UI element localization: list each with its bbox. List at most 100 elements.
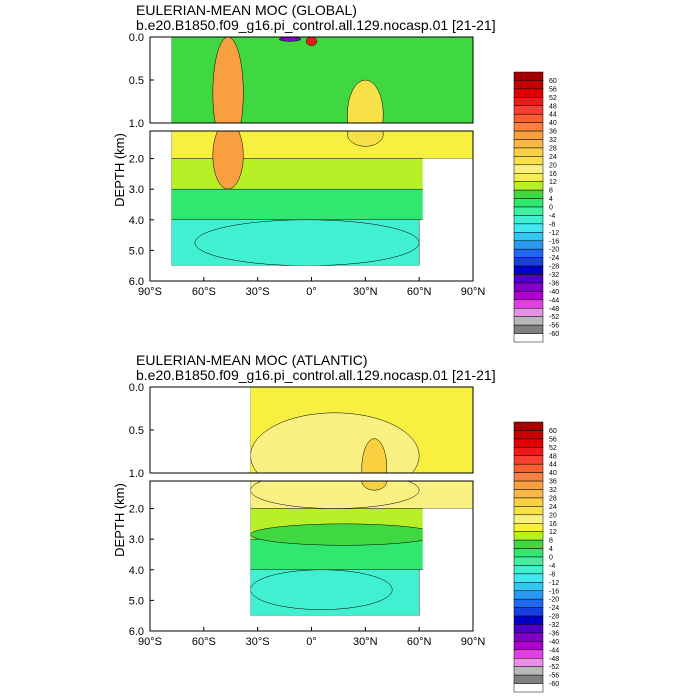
contour-cell — [361, 438, 388, 473]
contour-cell — [212, 37, 244, 123]
colorbar-cell — [513, 455, 544, 465]
colorbar-cell — [513, 531, 544, 541]
colorbar: 60565248444036322824201612840-4-8-12-16-… — [513, 71, 559, 343]
colorbar-label: 24 — [549, 504, 557, 511]
colorbar-label: 28 — [549, 495, 557, 502]
chart-subtitle: b.e20.B1850.f09_g16.pi_control.all.129.n… — [136, 367, 496, 383]
colorbar-label: -28 — [549, 264, 559, 271]
colorbar-label: -56 — [549, 323, 559, 330]
colorbar-label: -12 — [549, 230, 559, 237]
colorbar-cell — [513, 316, 544, 326]
colorbar-cell — [513, 164, 544, 174]
colorbar-label: 48 — [549, 453, 557, 460]
colorbar-cell — [513, 548, 544, 558]
colorbar-label: -20 — [549, 597, 559, 604]
colorbar-label: -60 — [549, 681, 559, 688]
colorbar-cell — [513, 565, 544, 575]
colorbar-label: -36 — [549, 280, 559, 287]
colorbar-cell — [513, 189, 544, 199]
colorbar-label: 0 — [549, 205, 553, 212]
contour-cell — [347, 79, 384, 123]
colorbar-cell — [513, 333, 544, 343]
colorbar-label: -4 — [549, 563, 555, 570]
contour-cell — [250, 523, 438, 546]
seafloor-mask — [422, 158, 473, 281]
contour-cell — [347, 131, 384, 147]
x-tick-labels: 90°S 60°S 30°S 0° 30°N 60°N 90°N — [138, 627, 485, 648]
colorbar-cell — [513, 556, 544, 566]
atlantic-moc-panel: EULERIAN-MEAN MOC (ATLANTIC) b.e20.B1850… — [112, 352, 559, 693]
colorbar-label: -16 — [549, 238, 559, 245]
y-tick-label: 0.0 — [129, 32, 144, 44]
y-tick-label: 2.0 — [129, 154, 144, 166]
land-mask — [150, 131, 172, 281]
colorbar-cell — [513, 215, 544, 225]
colorbar-cell — [513, 130, 544, 140]
x-tick-label: 30°S — [246, 286, 270, 298]
colorbar-cell — [513, 206, 544, 216]
colorbar-cell — [513, 139, 544, 149]
colorbar-label: -52 — [549, 314, 559, 321]
y-tick-label: 4.0 — [129, 565, 144, 577]
colorbar-label: -24 — [549, 605, 559, 612]
colorbar-cell — [513, 582, 544, 591]
colorbar-cell — [513, 463, 544, 473]
colorbar-cell — [513, 641, 544, 651]
colorbar-label: 4 — [549, 546, 553, 553]
colorbar-cell — [513, 607, 544, 617]
global-moc-panel: EULERIAN-MEAN MOC (GLOBAL) b.e20.B1850.f… — [112, 2, 559, 343]
colorbar-label: 32 — [549, 137, 557, 144]
colorbar-cell — [513, 173, 544, 182]
x-tick-label: 30°S — [246, 636, 270, 648]
colorbar-label: 12 — [549, 529, 557, 536]
colorbar-label: -28 — [549, 614, 559, 621]
colorbar-cell — [513, 257, 544, 267]
y-tick-label: 5.0 — [129, 595, 144, 607]
colorbar-cell — [513, 472, 544, 482]
x-tick-label: 0° — [306, 636, 317, 648]
colorbar-label: 24 — [549, 154, 557, 161]
colorbar-cell — [513, 122, 544, 132]
colorbar-cell — [513, 632, 544, 642]
contour-cell — [361, 481, 388, 491]
colorbar-label: 20 — [549, 162, 557, 169]
x-tick-label: 60°N — [407, 286, 432, 298]
colorbar-label: -8 — [549, 571, 555, 578]
colorbar: 60565248444036322824201612840-4-8-12-16-… — [513, 421, 559, 693]
colorbar-label: 48 — [549, 103, 557, 110]
y-tick-label: 2.0 — [129, 504, 144, 516]
colorbar-label: -44 — [549, 297, 559, 304]
colorbar-label: -40 — [549, 289, 559, 296]
colorbar-cell — [513, 282, 544, 292]
colorbar-cell — [513, 71, 544, 81]
colorbar-cell — [513, 590, 544, 600]
colorbar-label: 60 — [549, 428, 557, 435]
y-tick-label: 4.0 — [129, 215, 144, 227]
colorbar-label: -4 — [549, 213, 555, 220]
colorbar-label: -32 — [549, 272, 559, 279]
x-tick-label: 0° — [306, 286, 317, 298]
colorbar-label: 44 — [549, 112, 557, 119]
x-tick-label: 90°S — [138, 636, 162, 648]
colorbar-label: 8 — [549, 188, 553, 195]
y-tick-label: 3.0 — [129, 534, 144, 546]
y-tick-label: 0.0 — [129, 382, 144, 394]
y-tick-label: 3.0 — [129, 184, 144, 196]
colorbar-cell — [513, 299, 544, 309]
colorbar-label: 16 — [549, 521, 557, 528]
colorbar-cell — [513, 438, 544, 448]
colorbar-label: 16 — [549, 171, 557, 178]
y-tick-label: 0.5 — [129, 75, 144, 87]
colorbar-label: -8 — [549, 221, 555, 228]
contour-field-upper — [150, 37, 473, 123]
colorbar-cell — [513, 615, 544, 625]
colorbar-cell — [513, 80, 544, 90]
colorbar-cell — [513, 240, 544, 250]
x-tick-label: 60°N — [407, 636, 432, 648]
colorbar-label: -24 — [549, 255, 559, 262]
colorbar-cell — [513, 232, 544, 241]
y-axis-label: DEPTH (km) — [112, 483, 127, 557]
colorbar-cell — [513, 265, 544, 275]
colorbar-label: -56 — [549, 673, 559, 680]
